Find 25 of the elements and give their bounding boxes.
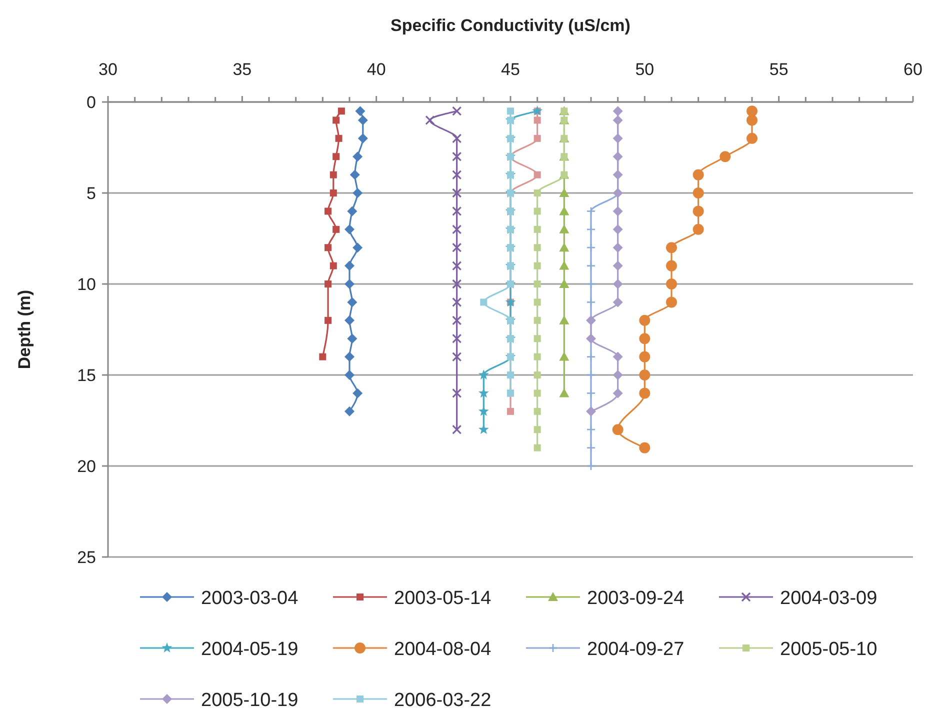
y-tick-label: 15 xyxy=(77,366,96,385)
x-axis-title: Specific Conductivity (uS/cm) xyxy=(390,16,630,35)
legend-label: 2005-05-10 xyxy=(780,639,878,660)
legend-label: 2004-09-27 xyxy=(587,639,684,660)
legend-label: 2004-08-04 xyxy=(394,639,492,660)
x-tick-label: 35 xyxy=(232,60,252,79)
legend-label: 2004-05-19 xyxy=(201,639,298,660)
x-tick-label: 40 xyxy=(366,60,386,79)
x-tick-label: 45 xyxy=(501,60,520,79)
x-tick-label: 55 xyxy=(769,60,788,79)
y-tick-label: 20 xyxy=(77,457,96,476)
x-tick-label: 60 xyxy=(904,60,922,79)
legend-label: 2003-09-24 xyxy=(587,588,685,609)
y-tick-label: 5 xyxy=(86,184,96,203)
legend-label: 2003-03-04 xyxy=(201,588,299,609)
x-tick-label: 50 xyxy=(635,60,654,79)
legend-label: 2004-03-09 xyxy=(780,588,878,609)
y-tick-label: 0 xyxy=(86,93,96,112)
x-tick-label: 30 xyxy=(98,60,118,79)
legend-label: 2003-05-14 xyxy=(394,588,492,609)
y-tick-label: 10 xyxy=(77,275,96,294)
legend-label: 2006-03-22 xyxy=(394,690,492,709)
y-tick-label: 25 xyxy=(77,548,96,567)
y-axis-title: Depth (m) xyxy=(15,290,34,370)
legend-label: 2005-10-19 xyxy=(201,690,298,709)
